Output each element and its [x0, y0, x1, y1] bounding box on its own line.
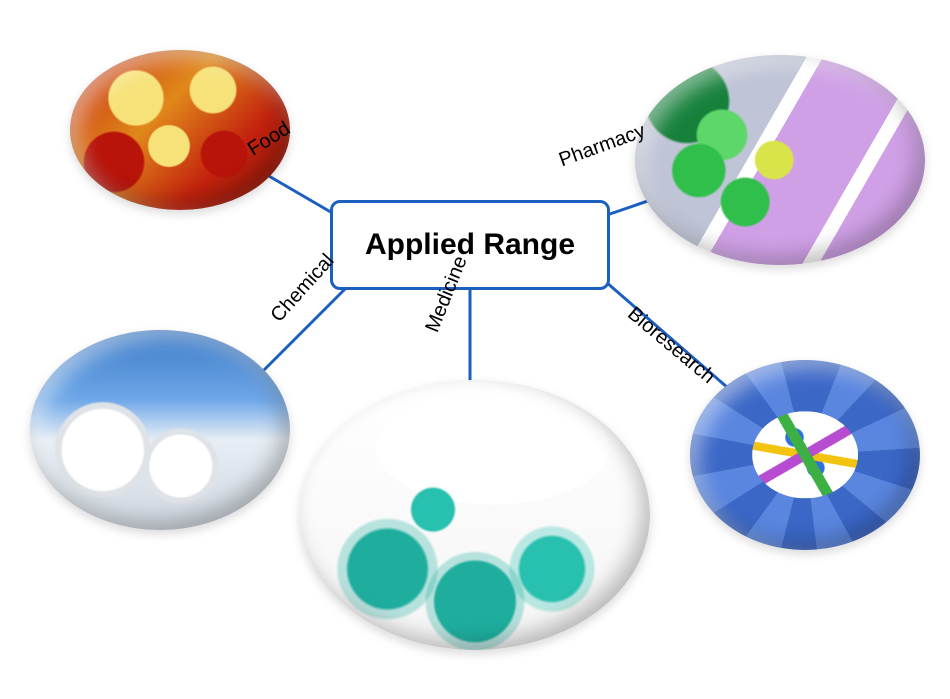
- label-bioresearch: Bioresearch: [623, 303, 720, 389]
- node-medicine: [300, 380, 650, 650]
- node-food: [70, 50, 290, 210]
- node-chemical: [30, 330, 290, 530]
- center-box: Applied Range: [330, 200, 610, 290]
- label-chemical: Chemical: [266, 250, 339, 327]
- node-bioresearch: [690, 360, 920, 550]
- center-label: Applied Range: [365, 228, 575, 262]
- node-pharmacy: [635, 55, 925, 265]
- diagram-canvas: Applied Range Food Pharmacy Chemical Med…: [0, 0, 950, 699]
- molecule-icon: [752, 411, 858, 498]
